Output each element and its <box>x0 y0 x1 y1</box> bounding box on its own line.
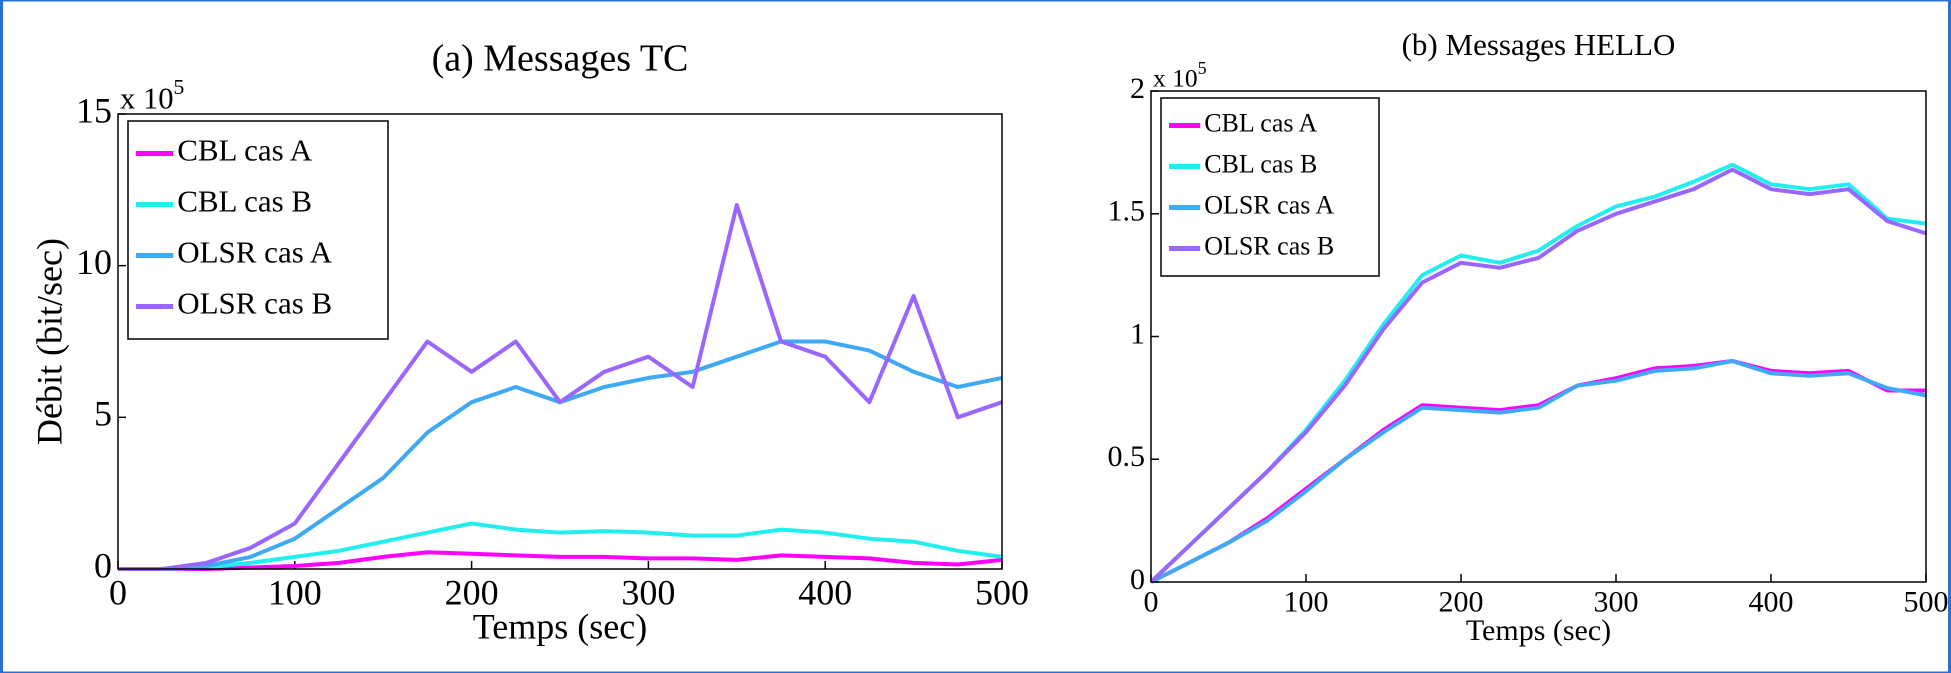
x-tick-label: 400 <box>1749 585 1794 618</box>
legend-label: OLSR cas B <box>177 286 332 321</box>
y-tick-label: 5 <box>94 394 112 434</box>
series-line <box>1149 167 1927 584</box>
legend-label: CBL cas B <box>177 184 312 219</box>
series-line <box>118 550 1003 571</box>
y-tick-label: 0 <box>1130 563 1145 596</box>
axes-box <box>117 113 1003 570</box>
x-tick-label: 300 <box>1594 585 1639 618</box>
multiplier-base: x 10 <box>1153 63 1198 92</box>
x-tick-label: 500 <box>975 572 1029 612</box>
multiplier-exponent: 5 <box>1198 58 1207 78</box>
x-tick-label: 0 <box>109 572 127 612</box>
x-tick-label: 100 <box>268 572 322 612</box>
y-tick-label: 15 <box>76 90 112 130</box>
y-tick-label: 10 <box>76 242 112 282</box>
x-tick-label: 400 <box>798 572 852 612</box>
y-tick-label: 1.5 <box>1108 195 1146 228</box>
x-tick-label: 200 <box>1439 585 1484 618</box>
legend-box <box>127 120 389 340</box>
x-tick-label: 500 <box>1904 585 1949 618</box>
x-tick-label: 100 <box>1284 585 1329 618</box>
series-line <box>118 521 1003 571</box>
multiplier-base: x 10 <box>120 81 174 115</box>
y-tick-label: 2 <box>1130 72 1145 105</box>
series-line <box>118 203 1003 571</box>
axis-multiplier: x 105 <box>120 75 184 116</box>
x-tick-label: 0 <box>1144 585 1159 618</box>
legend-label: CBL cas B <box>1204 149 1317 178</box>
multiplier-exponent: 5 <box>174 75 185 99</box>
chart-title: (a) Messages TC <box>432 38 689 80</box>
y-axis-label: Débit (bit/sec) <box>29 238 69 445</box>
x-axis-label: Temps (sec) <box>1466 614 1611 647</box>
axes-box <box>1150 90 1927 583</box>
x-tick-label: 300 <box>621 572 675 612</box>
chart-title: (b) Messages HELLO <box>1402 27 1676 62</box>
series-line <box>1150 359 1927 584</box>
y-tick-label: 0.5 <box>1108 440 1146 473</box>
y-tick-label: 1 <box>1130 317 1145 350</box>
x-axis-label: Temps (sec) <box>473 606 647 646</box>
legend-label: OLSR cas A <box>1204 190 1334 219</box>
y-tick-label: 0 <box>94 545 112 585</box>
axis-multiplier: x 105 <box>1153 58 1207 92</box>
legend-label: OLSR cas B <box>1204 231 1334 260</box>
legend-label: CBL cas A <box>1204 108 1317 137</box>
legend-label: OLSR cas A <box>177 235 333 270</box>
legend-label: CBL cas A <box>177 133 313 168</box>
x-tick-label: 200 <box>445 572 499 612</box>
